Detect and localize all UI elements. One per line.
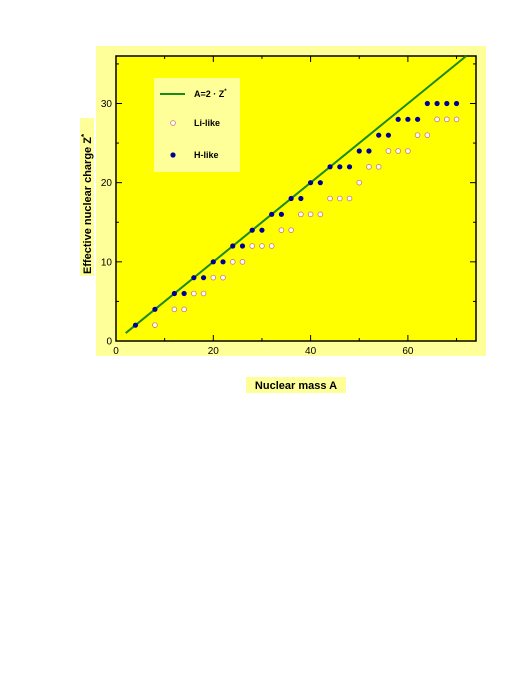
- point-li-like: [288, 227, 294, 233]
- point-li-like: [444, 116, 450, 123]
- point-li-like: [424, 132, 431, 138]
- point-h-like: [210, 259, 216, 265]
- y-tick-label: 30: [101, 99, 113, 110]
- point-li-like: [336, 195, 343, 202]
- point-li-like: [210, 274, 217, 281]
- point-h-like: [171, 290, 177, 297]
- point-h-like: [259, 227, 265, 233]
- point-h-like: [220, 259, 226, 265]
- point-h-like: [278, 211, 285, 217]
- point-h-like: [191, 275, 197, 281]
- point-h-like: [405, 116, 411, 122]
- legend-marker-li-like: [170, 120, 176, 126]
- point-h-like: [424, 100, 430, 107]
- point-h-like: [356, 148, 362, 154]
- y-tick-label: 10: [101, 257, 113, 268]
- y-axis-title-highlight: [80, 118, 94, 276]
- legend-label-li-like: Li-like: [194, 118, 220, 128]
- legend-marker-h-like: [170, 152, 176, 158]
- point-h-like: [415, 116, 421, 122]
- series-line-a-equals-2z: [125, 55, 467, 334]
- axis-ticks: [115, 56, 476, 342]
- x-axis-title: Nuclear mass A: [255, 380, 337, 392]
- point-h-like: [288, 195, 294, 202]
- point-li-like: [375, 164, 382, 170]
- point-h-like: [376, 132, 382, 138]
- point-h-like: [395, 116, 401, 122]
- point-h-like: [132, 322, 139, 328]
- data-series: [125, 55, 467, 334]
- point-li-like: [268, 243, 275, 249]
- point-h-like: [327, 164, 333, 170]
- point-h-like: [346, 164, 353, 170]
- point-h-like: [298, 195, 304, 202]
- point-h-like: [385, 132, 392, 138]
- point-li-like: [200, 290, 207, 297]
- point-h-like: [434, 100, 440, 107]
- point-li-like: [298, 211, 304, 218]
- x-tick-label: 60: [402, 346, 414, 357]
- point-h-like: [269, 211, 275, 217]
- point-li-like: [191, 290, 197, 297]
- point-li-like: [405, 148, 411, 154]
- point-li-like: [181, 306, 187, 313]
- y-axis-title: Effective nuclear charge Z*: [80, 133, 94, 274]
- point-li-like: [259, 243, 265, 249]
- point-h-like: [181, 290, 187, 297]
- point-li-like: [220, 274, 226, 281]
- point-h-like: [249, 227, 255, 233]
- point-li-like: [395, 148, 401, 154]
- point-li-like: [434, 116, 440, 123]
- tick-labels: 0 20 40 60 0 10 20 30: [101, 99, 414, 357]
- point-h-like: [453, 100, 460, 107]
- point-li-like: [385, 148, 392, 154]
- legend-label-h-like: H-like: [194, 150, 219, 160]
- point-li-like: [171, 306, 178, 313]
- point-li-like: [366, 164, 372, 170]
- point-h-like: [307, 180, 314, 186]
- point-li-like: [152, 322, 158, 328]
- point-li-like: [317, 211, 324, 218]
- point-li-like: [327, 195, 333, 202]
- point-li-like: [453, 116, 460, 123]
- y-tick-label: 0: [106, 337, 112, 348]
- point-h-like: [444, 100, 450, 107]
- point-li-like: [239, 259, 246, 265]
- point-li-like: [356, 179, 363, 186]
- x-tick-label: 40: [305, 346, 317, 357]
- legend: A=2 · Z* Li-like H-like: [154, 78, 240, 172]
- y-tick-label: 20: [101, 178, 113, 189]
- point-h-like: [152, 306, 158, 312]
- x-axis-title-highlight: [246, 377, 346, 393]
- point-h-like: [366, 148, 372, 154]
- point-h-like: [200, 275, 207, 281]
- legend-label-line: A=2 · Z*: [194, 89, 227, 99]
- point-h-like: [337, 164, 343, 170]
- point-h-like: [317, 180, 323, 186]
- point-li-like: [414, 132, 421, 138]
- point-li-like: [229, 259, 236, 265]
- point-h-like: [239, 243, 246, 249]
- point-li-like: [346, 195, 353, 202]
- x-tick-label: 0: [113, 346, 119, 357]
- point-li-like: [307, 211, 314, 218]
- point-h-like: [230, 243, 236, 249]
- x-tick-label: 20: [208, 346, 220, 357]
- point-li-like: [249, 243, 256, 249]
- point-li-like: [278, 227, 285, 233]
